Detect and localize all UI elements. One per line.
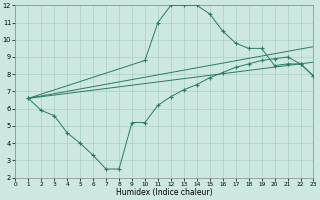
X-axis label: Humidex (Indice chaleur): Humidex (Indice chaleur) (116, 188, 213, 197)
